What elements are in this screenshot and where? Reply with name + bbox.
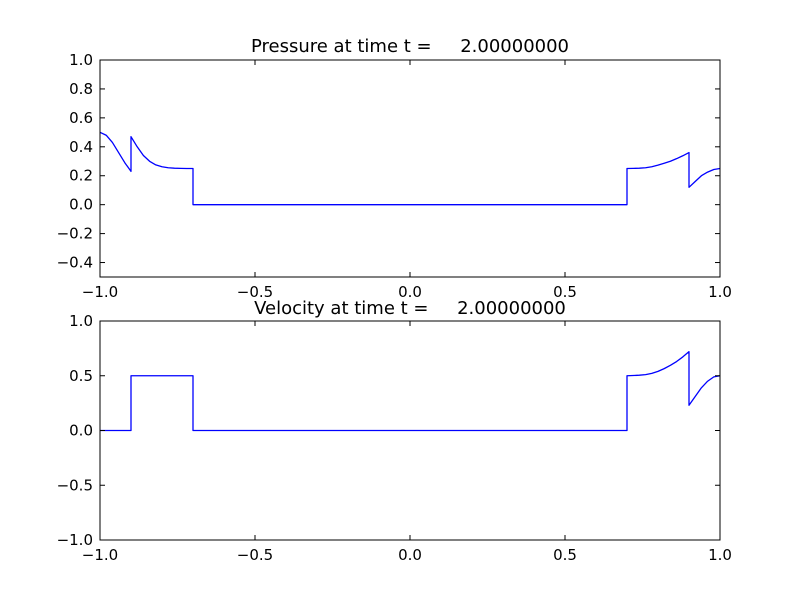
velocity-x-tick-label: −0.5 bbox=[237, 546, 273, 564]
velocity-x-tick-label: 1.0 bbox=[708, 546, 732, 564]
pressure-panel: −1.0 −0.5 0.0 0.5 1.0 −0.4 −0.2 0.0 0.2 0.4 0.6 0.8… bbox=[57, 36, 732, 301]
velocity-y-tick-label: 0.0 bbox=[69, 422, 93, 440]
pressure-x-tick-label: 1.0 bbox=[708, 283, 732, 301]
velocity-y-tick-label: 1.0 bbox=[69, 312, 93, 330]
velocity-y-tick-label: 0.5 bbox=[69, 367, 93, 385]
pressure-y-tick-label: −0.4 bbox=[57, 254, 93, 272]
pressure-y-tick-label: 0.8 bbox=[69, 80, 93, 98]
pressure-x-tick-label: −1.0 bbox=[82, 283, 118, 301]
velocity-series-line bbox=[100, 351, 721, 432]
pressure-y-tick-label: 0.2 bbox=[69, 167, 93, 185]
pressure-y-tick-label: −0.2 bbox=[57, 225, 93, 243]
pressure-x-tick-label: −0.5 bbox=[237, 283, 273, 301]
velocity-x-tick-label: −1.0 bbox=[82, 546, 118, 564]
pressure-x-tick-label: 0.5 bbox=[553, 283, 577, 301]
pressure-series-line bbox=[99, 131, 721, 206]
velocity-chart-title: Velocity at time t = 2.00000000 bbox=[254, 298, 566, 319]
velocity-y-tick-label: −0.5 bbox=[57, 476, 93, 494]
velocity-x-tick-label: 0.0 bbox=[398, 546, 422, 564]
pressure-y-tick-label: 0.0 bbox=[69, 196, 93, 214]
pressure-chart-title: Pressure at time t = 2.00000000 bbox=[251, 36, 569, 57]
velocity-x-tick-label: 0.5 bbox=[553, 546, 577, 564]
pressure-y-tick-label: 1.0 bbox=[69, 51, 93, 69]
velocity-panel: −1.0 −0.5 0.0 0.5 1.0 −1.0 −0.5 0.0 0.5 1.0 Veloci… bbox=[57, 298, 732, 564]
velocity-y-tick-label: −1.0 bbox=[57, 531, 93, 549]
pressure-y-tick-label: 0.4 bbox=[69, 138, 93, 156]
pressure-x-tick-label: 0.0 bbox=[398, 283, 422, 301]
pressure-y-tick-label: 0.6 bbox=[69, 109, 93, 127]
